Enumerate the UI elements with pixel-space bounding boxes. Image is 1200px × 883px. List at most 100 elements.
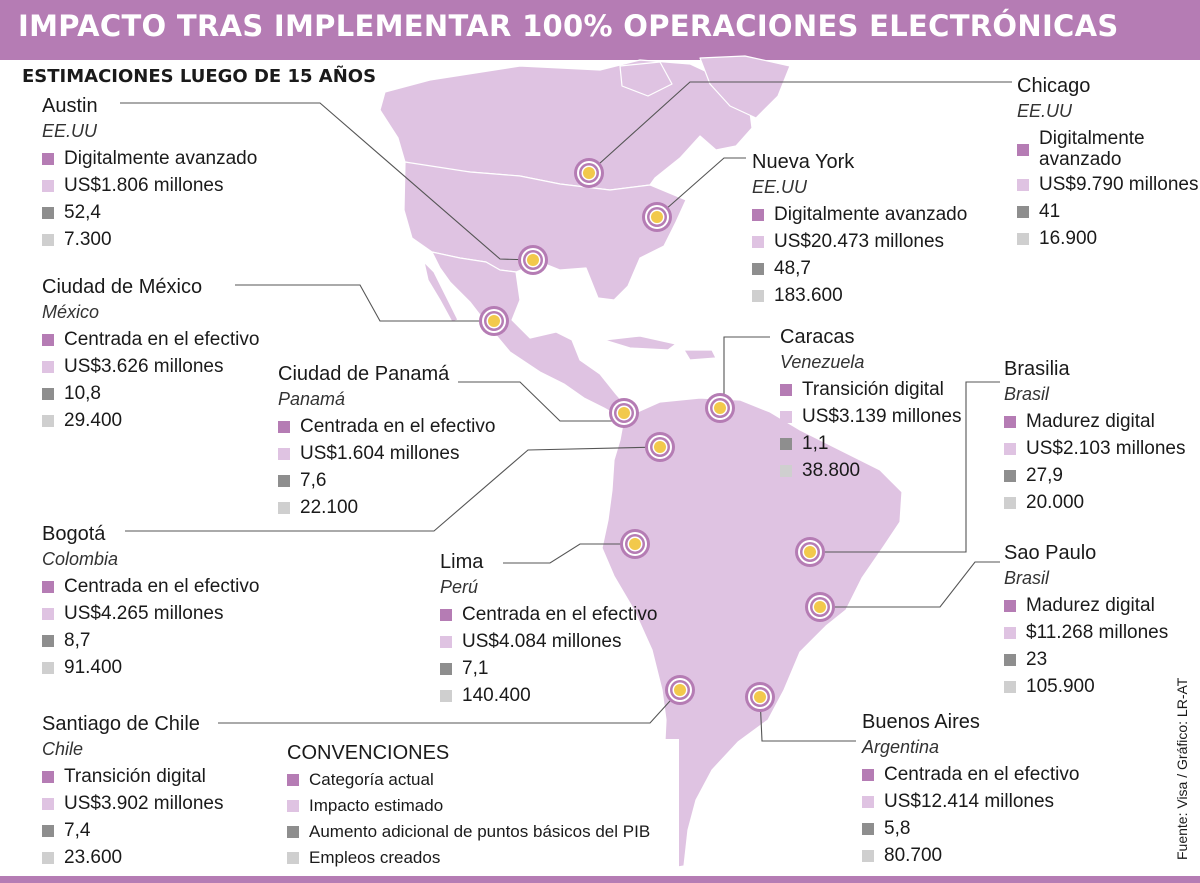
leader-line-mexico (235, 284, 494, 322)
city-name: Santiago de Chile (42, 713, 200, 735)
gdp-row: 23 (1004, 649, 1047, 671)
impact-swatch (1004, 443, 1016, 456)
leader-line-nuevayork (656, 157, 746, 218)
city-marker-saopaulo[interactable] (805, 592, 835, 622)
jobs-swatch (752, 290, 764, 303)
country-name: Chile (42, 739, 84, 759)
jobs-swatch (42, 852, 54, 865)
impact-row: US$3.139 millones (780, 406, 961, 428)
city-marker-buenosaires[interactable] (745, 682, 775, 712)
jobs-row: 29.400 (42, 410, 122, 432)
category-row-value: Transición digital (64, 766, 206, 787)
jobs-swatch (780, 465, 792, 478)
gdp-swatch (42, 825, 54, 838)
category-row-text: Digitalmente avanzado (64, 148, 257, 170)
impact-row-value: US$4.084 millones (462, 631, 622, 652)
gdp-row: 7,6 (278, 470, 327, 492)
city-marker-brasilia[interactable] (795, 537, 825, 567)
gdp-swatch (780, 438, 792, 451)
city-name: Nueva York (752, 151, 855, 173)
impact-row-value: US$4.265 millones (64, 603, 224, 624)
category-swatch (42, 153, 54, 166)
jobs-row-text: 183.600 (774, 285, 843, 307)
impact-row-text: US$2.103 millones (1026, 438, 1185, 460)
city-marker-austin[interactable] (518, 245, 548, 275)
country-name: México (42, 302, 100, 322)
impact-swatch (440, 636, 452, 649)
map-title: IMPACTO TRAS IMPLEMENTAR 100% OPERACIONE… (18, 9, 1119, 43)
category-row: Digitalmente avanzado (1017, 128, 1145, 171)
city-marker-chicago[interactable] (574, 158, 604, 188)
impact-row-text: $11.268 millones (1026, 622, 1169, 644)
impact-swatch (278, 448, 290, 461)
impact-row-value: US$1.604 millones (300, 443, 460, 464)
impact-row: US$1.806 millones (42, 175, 223, 197)
category-row: Centrada en el efectivo (862, 764, 1079, 786)
jobs-swatch (42, 662, 54, 675)
jobs-row: 105.900 (1004, 676, 1095, 698)
jobs-row-value: 140.400 (462, 685, 531, 706)
impact-swatch (1017, 179, 1029, 192)
category-swatch (42, 771, 54, 784)
category-row: Transición digital (780, 379, 944, 401)
gdp-swatch (1004, 470, 1016, 483)
gdp-row-text: 10,8 (64, 383, 101, 405)
gdp-row-value: 7,6 (300, 470, 327, 491)
gdp-row-text: 7,1 (462, 658, 489, 680)
jobs-row: 7.300 (42, 229, 112, 251)
impact-row: US$9.790 millones (1017, 174, 1198, 196)
impact-row-value: US$12.414 millones (884, 791, 1055, 812)
gdp-row-text: 7,4 (64, 820, 90, 842)
gdp-row-value: 7,1 (462, 658, 489, 679)
legend-title: CONVENCIONES (287, 742, 450, 764)
category-row-value: Centrada en el efectivo (462, 604, 658, 625)
category-row: Centrada en el efectivo (42, 329, 259, 351)
gdp-row-value: 1,1 (802, 433, 829, 454)
impact-row-text: US$4.265 millones (64, 603, 224, 625)
category-row-value: Transición digital (802, 379, 944, 400)
impact-row-value: US$3.902 millones (64, 793, 224, 814)
city-marker-bogota[interactable] (645, 432, 675, 462)
legend: CONVENCIONES Categoría actual Impacto es… (269, 739, 679, 873)
city-name: Caracas (780, 326, 855, 348)
gdp-swatch (42, 388, 54, 401)
city-name: Ciudad de México (42, 276, 203, 298)
jobs-row-text: 38.800 (802, 460, 860, 482)
jobs-row-value: 22.100 (300, 497, 359, 518)
gdp-row-value: 10,8 (64, 383, 101, 404)
leader-line-bogota (125, 446, 661, 532)
hispaniola-shape (683, 349, 717, 361)
impact-row-value: US$3.626 millones (64, 356, 224, 377)
jobs-row: 183.600 (752, 285, 843, 307)
city-marker-santiago[interactable] (665, 675, 695, 705)
jobs-row-text: 7.300 (64, 229, 112, 251)
category-row: Digitalmente avanzado (42, 148, 257, 170)
category-row: Madurez digital (1004, 595, 1155, 617)
city-marker-panama[interactable] (609, 398, 639, 428)
city-marker-lima[interactable] (620, 529, 650, 559)
gdp-row: 5,8 (862, 818, 910, 840)
country-name: Panamá (278, 389, 346, 409)
leader-line-lima (503, 543, 635, 564)
category-row-text: Transición digital (64, 766, 206, 788)
jobs-row-value: 20.000 (1026, 492, 1085, 513)
country-name: Brasil (1004, 568, 1050, 588)
jobs-row-value: 105.900 (1026, 676, 1095, 697)
jobs-row-text: 105.900 (1026, 676, 1095, 698)
jobs-swatch (278, 502, 290, 515)
impact-row-value: $11.268 millones (1026, 622, 1169, 643)
impact-row-text: US$12.414 millones (884, 791, 1055, 813)
city-marker-mexico[interactable] (479, 306, 509, 336)
gdp-row: 7,1 (440, 658, 489, 680)
city-marker-caracas[interactable] (705, 393, 735, 423)
legend-label: Empleos creados (309, 848, 441, 867)
jobs-row: 38.800 (780, 460, 860, 482)
category-swatch (42, 334, 54, 347)
city-marker-nuevayork[interactable] (642, 202, 672, 232)
category-row: Transición digital (42, 766, 206, 788)
arctic-island-shape (619, 61, 673, 97)
impact-swatch (752, 236, 764, 249)
gdp-row: 8,7 (42, 630, 90, 652)
jobs-row-text: 29.400 (64, 410, 122, 432)
country-name: EE.UU (752, 177, 808, 197)
